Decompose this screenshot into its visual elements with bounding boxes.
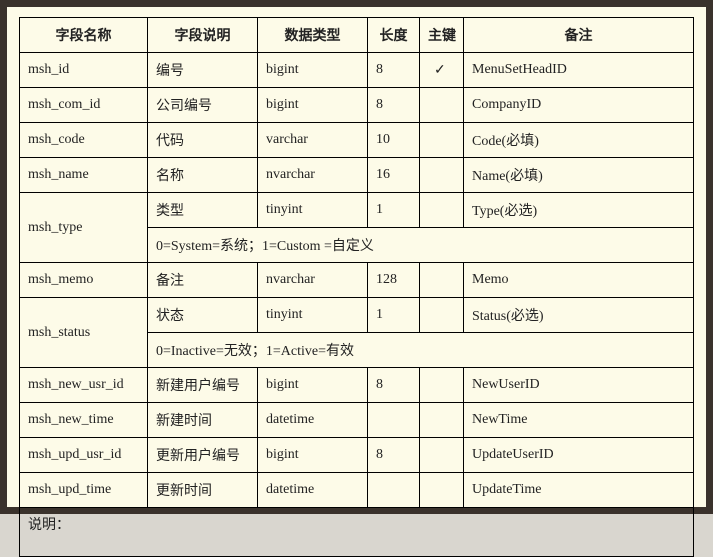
cell-field-desc: 名称: [148, 158, 258, 193]
cell-field-desc: 更新时间: [148, 473, 258, 508]
table-row: msh_code代码varchar10 Code(必填): [20, 123, 694, 158]
cell-remark: Name(必填): [464, 158, 694, 193]
cell-field-name: msh_id: [20, 53, 148, 88]
cell-length: 8: [368, 53, 420, 88]
cell-field-name: msh_upd_usr_id: [20, 438, 148, 473]
cell-field-desc: 编号: [148, 53, 258, 88]
table-row: msh_new_time新建时间datetime NewTime: [20, 403, 694, 438]
cell-data-type: bigint: [258, 53, 368, 88]
cell-primary-key: [420, 158, 464, 193]
document-frame: 字段名称 字段说明 数据类型 长度 主键 备注 msh_id编号bigint8✓…: [0, 0, 713, 514]
table-row: msh_memo备注nvarchar128 Memo: [20, 263, 694, 298]
cell-data-type: datetime: [258, 473, 368, 508]
cell-remark: NewUserID: [464, 368, 694, 403]
cell-remark: Type(必选): [464, 193, 694, 228]
cell-primary-key: [420, 298, 464, 333]
table-row: msh_com_id公司编号bigint8 CompanyID: [20, 88, 694, 123]
schema-table: 字段名称 字段说明 数据类型 长度 主键 备注 msh_id编号bigint8✓…: [19, 17, 694, 557]
cell-remark: Memo: [464, 263, 694, 298]
cell-length: 8: [368, 88, 420, 123]
cell-length: 16: [368, 158, 420, 193]
cell-remark: Code(必填): [464, 123, 694, 158]
cell-length: 8: [368, 438, 420, 473]
cell-field-name: msh_status: [20, 298, 148, 368]
cell-data-type: datetime: [258, 403, 368, 438]
cell-field-name: msh_code: [20, 123, 148, 158]
cell-field-desc: 代码: [148, 123, 258, 158]
cell-length: [368, 403, 420, 438]
footer-row: 说明：: [20, 508, 694, 557]
cell-field-name: msh_com_id: [20, 88, 148, 123]
cell-data-type: tinyint: [258, 298, 368, 333]
cell-primary-key: [420, 368, 464, 403]
cell-field-name: msh_name: [20, 158, 148, 193]
cell-field-desc: 类型: [148, 193, 258, 228]
cell-primary-key: [420, 473, 464, 508]
cell-data-type: bigint: [258, 438, 368, 473]
cell-note: 0=System=系统；1=Custom =自定义: [148, 228, 694, 263]
cell-primary-key: [420, 88, 464, 123]
cell-note: 0=Inactive=无效；1=Active=有效: [148, 333, 694, 368]
header-primary-key: 主键: [420, 18, 464, 53]
header-length: 长度: [368, 18, 420, 53]
cell-data-type: tinyint: [258, 193, 368, 228]
cell-length: 1: [368, 193, 420, 228]
footer-label: 说明：: [20, 508, 694, 557]
table-row: msh_name名称nvarchar16 Name(必填): [20, 158, 694, 193]
table-row: msh_upd_usr_id更新用户编号bigint8 UpdateUserID: [20, 438, 694, 473]
cell-remark: CompanyID: [464, 88, 694, 123]
cell-data-type: nvarchar: [258, 158, 368, 193]
cell-data-type: varchar: [258, 123, 368, 158]
cell-data-type: bigint: [258, 88, 368, 123]
cell-field-desc: 新建用户编号: [148, 368, 258, 403]
cell-remark: UpdateUserID: [464, 438, 694, 473]
cell-length: 8: [368, 368, 420, 403]
cell-primary-key: [420, 403, 464, 438]
header-field-name: 字段名称: [20, 18, 148, 53]
cell-remark: NewTime: [464, 403, 694, 438]
cell-field-name: msh_new_time: [20, 403, 148, 438]
cell-field-desc: 状态: [148, 298, 258, 333]
cell-remark: Status(必选): [464, 298, 694, 333]
cell-field-desc: 公司编号: [148, 88, 258, 123]
cell-remark: UpdateTime: [464, 473, 694, 508]
table-row: msh_upd_time更新时间datetime UpdateTime: [20, 473, 694, 508]
table-row: msh_type类型tinyint1Type(必选): [20, 193, 694, 228]
cell-primary-key: [420, 263, 464, 298]
header-row: 字段名称 字段说明 数据类型 长度 主键 备注: [20, 18, 694, 53]
cell-length: 128: [368, 263, 420, 298]
cell-data-type: bigint: [258, 368, 368, 403]
cell-remark: MenuSetHeadID: [464, 53, 694, 88]
cell-field-desc: 备注: [148, 263, 258, 298]
cell-field-desc: 更新用户编号: [148, 438, 258, 473]
header-data-type: 数据类型: [258, 18, 368, 53]
cell-length: 1: [368, 298, 420, 333]
cell-length: [368, 473, 420, 508]
cell-field-name: msh_type: [20, 193, 148, 263]
table-row: msh_status状态tinyint1Status(必选): [20, 298, 694, 333]
table-row: msh_new_usr_id新建用户编号bigint8 NewUserID: [20, 368, 694, 403]
cell-primary-key: [420, 438, 464, 473]
header-field-desc: 字段说明: [148, 18, 258, 53]
cell-primary-key: ✓: [420, 53, 464, 88]
cell-primary-key: [420, 123, 464, 158]
cell-field-name: msh_new_usr_id: [20, 368, 148, 403]
cell-data-type: nvarchar: [258, 263, 368, 298]
cell-primary-key: [420, 193, 464, 228]
cell-field-desc: 新建时间: [148, 403, 258, 438]
cell-field-name: msh_memo: [20, 263, 148, 298]
table-row: msh_id编号bigint8✓MenuSetHeadID: [20, 53, 694, 88]
cell-length: 10: [368, 123, 420, 158]
header-remark: 备注: [464, 18, 694, 53]
cell-field-name: msh_upd_time: [20, 473, 148, 508]
